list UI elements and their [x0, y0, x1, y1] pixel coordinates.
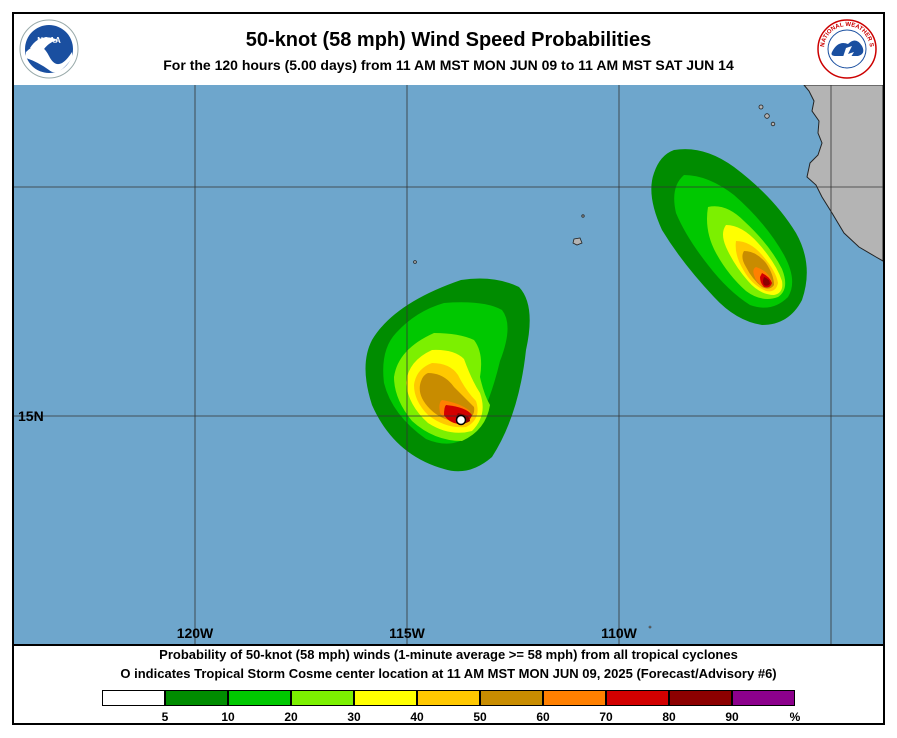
legend-swatch: [417, 690, 480, 706]
legend-tick-label: 90: [725, 710, 739, 724]
legend-tick-label: 50: [473, 710, 487, 724]
lat-label-15n: 15N: [18, 408, 44, 424]
legend-swatch: [543, 690, 606, 706]
footer: Probability of 50-knot (58 mph) winds (1…: [14, 644, 883, 724]
probability-swath-northeast: [651, 149, 807, 325]
legend-swatch: [102, 690, 165, 706]
legend-tick-label: 30: [347, 710, 361, 724]
lat-lon-grid: [14, 85, 883, 644]
island-clarion: [413, 260, 417, 264]
legend-swatch: [669, 690, 732, 706]
lon-label-115w: 115W: [389, 625, 426, 641]
probability-map: 120W 115W 110W 15N: [14, 85, 883, 646]
page-subtitle: For the 120 hours (5.00 days) from 11 AM…: [163, 57, 734, 73]
legend-tick-label: 80: [662, 710, 676, 724]
legend-tick-label: 60: [536, 710, 550, 724]
lon-label-110w: 110W: [601, 625, 638, 641]
legend-swatch: [291, 690, 354, 706]
footer-center-note: O indicates Tropical Storm Cosme center …: [14, 666, 883, 681]
center-note-text: indicates Tropical Storm Cosme center lo…: [134, 666, 777, 681]
product-frame: NOAA 50-knot (58 mph) Wind Speed Probabi…: [12, 12, 885, 725]
legend-swatch: [732, 690, 795, 706]
svg-text:NOAA: NOAA: [37, 36, 61, 45]
islet-1: [758, 104, 764, 110]
legend-swatch: [228, 690, 291, 706]
page-title: 50-knot (58 mph) Wind Speed Probabilitie…: [245, 29, 652, 51]
legend-tick-label: 40: [410, 710, 424, 724]
nws-logo: NATIONAL WEATHER SERVICE: [814, 14, 878, 85]
legend-unit-label: %: [789, 710, 801, 724]
lon-label-120w: 120W: [177, 625, 214, 641]
islet-2: [764, 113, 770, 119]
legend-tick-label: 10: [221, 710, 235, 724]
probability-swath-cosme: [365, 278, 530, 472]
noaa-logo: NOAA: [18, 18, 80, 85]
center-marker-symbol: O: [120, 666, 131, 681]
island-san-benedicto: [581, 214, 585, 218]
islet-4: [648, 625, 652, 629]
legend-swatch: [606, 690, 669, 706]
legend-swatch: [480, 690, 543, 706]
legend-tick-label: 5: [161, 710, 169, 724]
islet-3: [770, 121, 776, 127]
legend-tick-label: 20: [284, 710, 298, 724]
land-baja-california: [803, 85, 883, 262]
legend-swatch: [354, 690, 417, 706]
storm-center-marker: [455, 414, 467, 426]
island-socorro: [572, 237, 583, 246]
legend-swatch: [165, 690, 228, 706]
footer-description: Probability of 50-knot (58 mph) winds (1…: [159, 647, 738, 662]
header: NOAA 50-knot (58 mph) Wind Speed Probabi…: [14, 14, 883, 87]
legend-tick-label: 70: [599, 710, 613, 724]
